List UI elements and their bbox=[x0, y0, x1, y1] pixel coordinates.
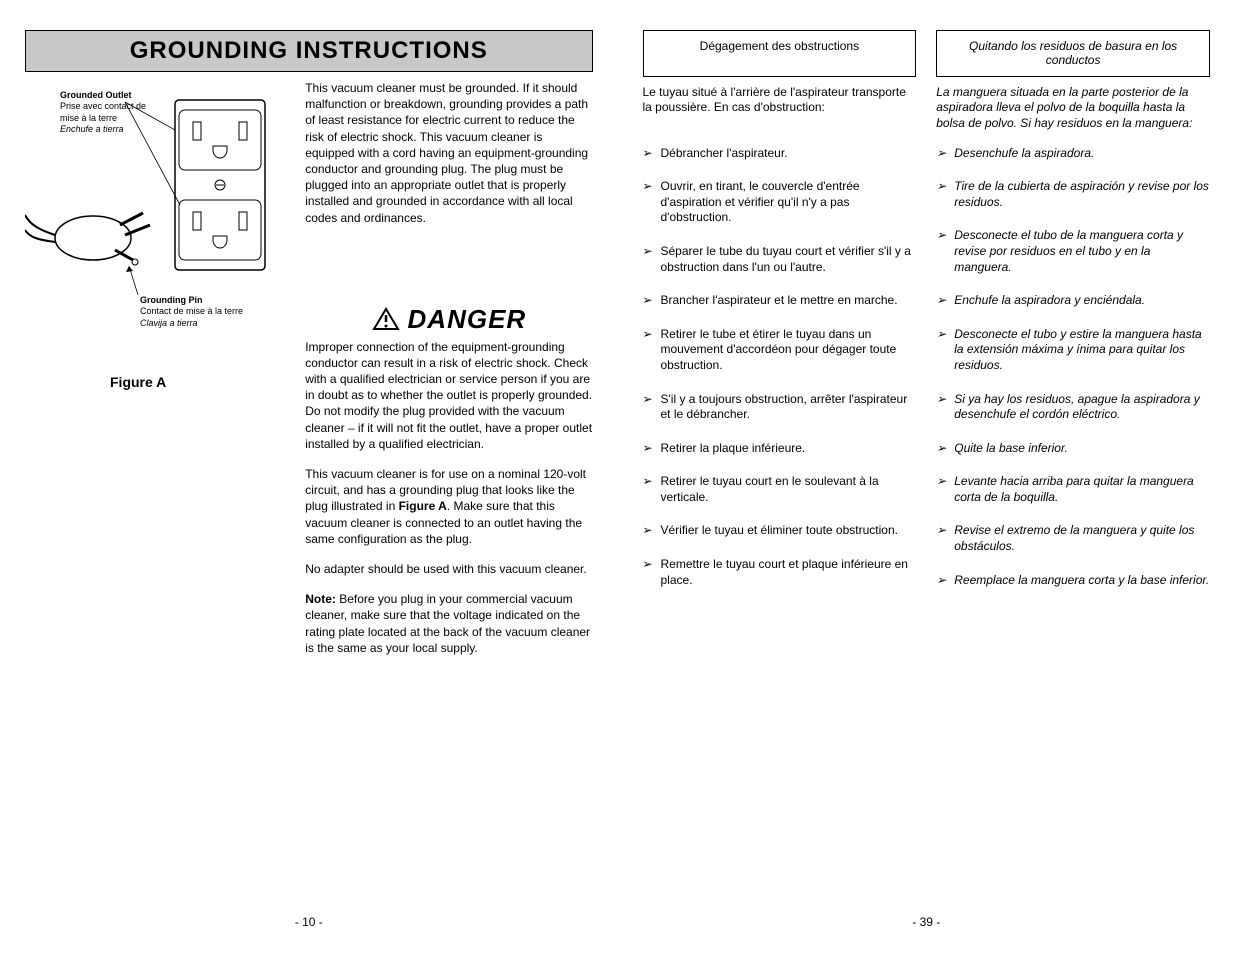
list-item-text: Débrancher l'aspirateur. bbox=[661, 146, 788, 162]
pin-label-bold: Grounding Pin bbox=[140, 295, 260, 306]
list-item: ➢Séparer le tube du tuyau court et vérif… bbox=[643, 244, 917, 275]
pin-label-fr: Contact de mise à la terre bbox=[140, 306, 260, 317]
list-item-text: Retirer le tuyau court en le soulevant à… bbox=[661, 474, 917, 505]
list-item-text: Si ya hay los residuos, apague la aspira… bbox=[954, 392, 1210, 423]
list-item-text: Tire de la cubierta de aspiración y revi… bbox=[954, 179, 1210, 210]
arrow-icon: ➢ bbox=[936, 327, 954, 374]
list-item-text: Quite la base inferior. bbox=[954, 441, 1068, 457]
arrow-icon: ➢ bbox=[643, 392, 661, 423]
arrow-icon: ➢ bbox=[643, 327, 661, 374]
list-item: ➢Enchufe la aspiradora y enciéndala. bbox=[936, 293, 1210, 309]
list-item-text: Enchufe la aspiradora y enciéndala. bbox=[954, 293, 1145, 309]
list-item-text: Ouvrir, en tirant, le couvercle d'entrée… bbox=[661, 179, 917, 226]
arrow-icon: ➢ bbox=[643, 146, 661, 162]
pin-label: Grounding Pin Contact de mise à la terre… bbox=[140, 295, 260, 329]
list-item: ➢Retirer la plaque inférieure. bbox=[643, 441, 917, 457]
page-title: GROUNDING INSTRUCTIONS bbox=[36, 37, 582, 65]
header-bar: GROUNDING INSTRUCTIONS bbox=[25, 30, 593, 72]
list-row: ➢Débrancher l'aspirateur.➢Ouvrir, en tir… bbox=[643, 146, 1211, 607]
list-item: ➢Débrancher l'aspirateur. bbox=[643, 146, 917, 162]
paragraph-3: This vacuum cleaner is for use on a nomi… bbox=[305, 466, 592, 547]
list-item: ➢Vérifier le tuyau et éliminer toute obs… bbox=[643, 523, 917, 539]
figure-label: Figure A bbox=[110, 374, 290, 390]
list-item-text: Desenchufe la aspiradora. bbox=[954, 146, 1094, 162]
list-item: ➢Revise el extremo de la manguera y quit… bbox=[936, 523, 1210, 554]
list-item-text: Levante hacia arriba para quitar la mang… bbox=[954, 474, 1210, 505]
list-item-text: Brancher l'aspirateur et le mettre en ma… bbox=[661, 293, 898, 309]
list-item: ➢Brancher l'aspirateur et le mettre en m… bbox=[643, 293, 917, 309]
list-es: ➢Desenchufe la aspiradora.➢Tire de la cu… bbox=[936, 146, 1210, 607]
intro-row: Le tuyau situé à l'arrière de l'aspirate… bbox=[643, 85, 1211, 132]
columns: Grounded Outlet Prise avec contact de mi… bbox=[25, 80, 593, 670]
arrow-icon: ➢ bbox=[936, 228, 954, 275]
outlet-label-fr: Prise avec contact de mise à la terre bbox=[60, 101, 160, 124]
outlet-label-bold: Grounded Outlet bbox=[60, 90, 160, 101]
list-item: ➢Quite la base inferior. bbox=[936, 441, 1210, 457]
paragraph-4: No adapter should be used with this vacu… bbox=[305, 561, 592, 577]
list-item: ➢Remettre le tuyau court et plaque infér… bbox=[643, 557, 917, 588]
list-item: ➢Desconecte el tubo de la manguera corta… bbox=[936, 228, 1210, 275]
arrow-icon: ➢ bbox=[643, 474, 661, 505]
arrow-icon: ➢ bbox=[936, 179, 954, 210]
arrow-icon: ➢ bbox=[936, 146, 954, 162]
subhead-es: Quitando los residuos de basura en los c… bbox=[936, 30, 1210, 77]
paragraph-2: Improper connection of the equipment-gro… bbox=[305, 339, 592, 452]
list-item: ➢Retirer le tuyau court en le soulevant … bbox=[643, 474, 917, 505]
intro-es: La manguera situada en la parte posterio… bbox=[936, 85, 1210, 132]
list-item: ➢Reemplace la manguera corta y la base i… bbox=[936, 573, 1210, 589]
danger-heading: DANGER bbox=[305, 304, 592, 335]
subhead-row: Dégagement des obstructions Quitando los… bbox=[643, 30, 1211, 77]
danger-text: DANGER bbox=[408, 304, 527, 335]
list-item-text: Desconecte el tubo y estire la manguera … bbox=[954, 327, 1210, 374]
list-item-text: S'il y a toujours obstruction, arrêter l… bbox=[661, 392, 917, 423]
arrow-icon: ➢ bbox=[643, 441, 661, 457]
paragraph-1: This vacuum cleaner must be grounded. If… bbox=[305, 80, 592, 226]
figure-column: Grounded Outlet Prise avec contact de mi… bbox=[25, 80, 290, 670]
list-item-text: Séparer le tube du tuyau court et vérifi… bbox=[661, 244, 917, 275]
list-item-text: Retirer la plaque inférieure. bbox=[661, 441, 806, 457]
arrow-icon: ➢ bbox=[643, 293, 661, 309]
list-item: ➢S'il y a toujours obstruction, arrêter … bbox=[643, 392, 917, 423]
text-column: This vacuum cleaner must be grounded. If… bbox=[305, 80, 592, 670]
list-item: ➢Desconecte el tubo y estire la manguera… bbox=[936, 327, 1210, 374]
list-item-text: Vérifier le tuyau et éliminer toute obst… bbox=[661, 523, 898, 539]
page-left: GROUNDING INSTRUCTIONS bbox=[0, 30, 618, 924]
list-item-text: Reemplace la manguera corta y la base in… bbox=[954, 573, 1209, 589]
list-fr: ➢Débrancher l'aspirateur.➢Ouvrir, en tir… bbox=[643, 146, 917, 607]
arrow-icon: ➢ bbox=[643, 523, 661, 539]
arrow-icon: ➢ bbox=[936, 392, 954, 423]
list-item-text: Remettre le tuyau court et plaque inféri… bbox=[661, 557, 917, 588]
outlet-diagram: Grounded Outlet Prise avec contact de mi… bbox=[25, 80, 290, 370]
list-item-text: Revise el extremo de la manguera y quite… bbox=[954, 523, 1210, 554]
list-item: ➢Tire de la cubierta de aspiración y rev… bbox=[936, 179, 1210, 210]
arrow-icon: ➢ bbox=[936, 573, 954, 589]
list-item: ➢Desenchufe la aspiradora. bbox=[936, 146, 1210, 162]
paragraph-5: Note: Before you plug in your commercial… bbox=[305, 591, 592, 656]
list-item-text: Retirer le tube et étirer le tuyau dans … bbox=[661, 327, 917, 374]
list-item: ➢Levante hacia arriba para quitar la man… bbox=[936, 474, 1210, 505]
outlet-label: Grounded Outlet Prise avec contact de mi… bbox=[60, 90, 160, 135]
arrow-icon: ➢ bbox=[936, 441, 954, 457]
page-number-left: - 10 - bbox=[25, 915, 593, 929]
list-item: ➢Retirer le tube et étirer le tuyau dans… bbox=[643, 327, 917, 374]
list-item: ➢Si ya hay los residuos, apague la aspir… bbox=[936, 392, 1210, 423]
outlet-label-es: Enchufe a tierra bbox=[60, 124, 160, 135]
arrow-icon: ➢ bbox=[936, 523, 954, 554]
list-item: ➢Ouvrir, en tirant, le couvercle d'entré… bbox=[643, 179, 917, 226]
arrow-icon: ➢ bbox=[936, 293, 954, 309]
arrow-icon: ➢ bbox=[643, 244, 661, 275]
arrow-icon: ➢ bbox=[643, 179, 661, 226]
list-item-text: Desconecte el tubo de la manguera corta … bbox=[954, 228, 1210, 275]
pin-label-es: Clavija a tierra bbox=[140, 318, 260, 329]
page-right: Dégagement des obstructions Quitando los… bbox=[618, 30, 1235, 924]
page-number-right: - 39 - bbox=[643, 915, 1211, 929]
arrow-icon: ➢ bbox=[643, 557, 661, 588]
warning-icon bbox=[372, 307, 400, 331]
intro-fr: Le tuyau situé à l'arrière de l'aspirate… bbox=[643, 85, 917, 132]
arrow-icon: ➢ bbox=[936, 474, 954, 505]
subhead-fr: Dégagement des obstructions bbox=[643, 30, 917, 77]
